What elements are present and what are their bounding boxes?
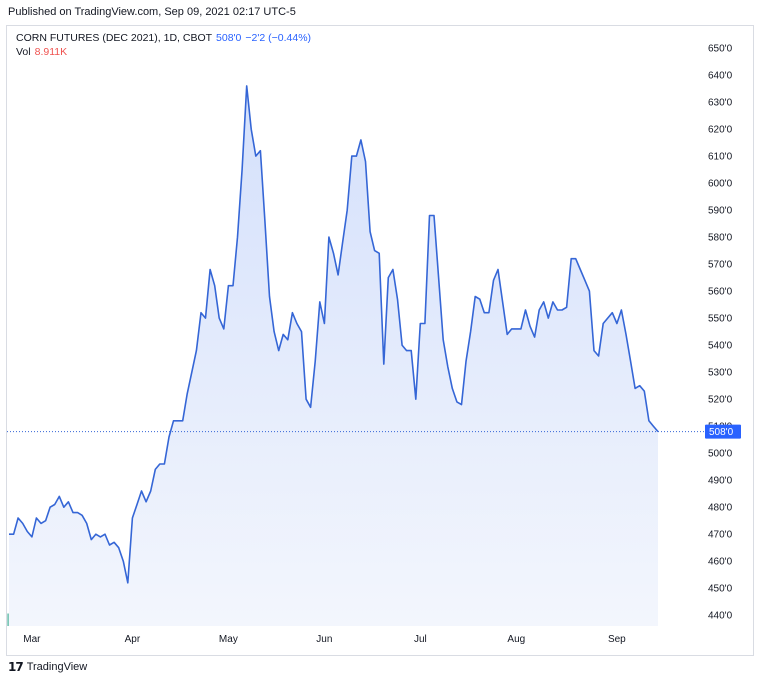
y-tick-label: 620'0 xyxy=(708,125,733,136)
y-tick-label: 480'0 xyxy=(708,503,733,514)
legend-last-price: 508'0 xyxy=(216,32,242,44)
y-tick-label: 630'0 xyxy=(708,98,733,109)
y-axis: 440'0450'0460'0470'0480'0490'0500'0510'0… xyxy=(708,44,733,622)
x-tick-label: Sep xyxy=(608,634,626,645)
y-tick-label: 570'0 xyxy=(708,260,733,271)
y-tick-label: 650'0 xyxy=(708,44,733,55)
volume-label: Vol xyxy=(16,46,31,58)
y-tick-label: 520'0 xyxy=(708,395,733,406)
footer: 𝟭𝟳 TradingView xyxy=(8,660,87,674)
y-tick-label: 500'0 xyxy=(708,449,733,460)
last-price-tag: 508'0 xyxy=(705,424,741,439)
published-line: Published on TradingView.com, Sep 09, 20… xyxy=(8,6,296,18)
x-axis: Mar Apr May Jun Jul Aug Sep xyxy=(23,634,626,645)
x-tick-label: Jul xyxy=(414,634,427,645)
price-area xyxy=(9,85,658,626)
x-tick-label: Aug xyxy=(507,634,525,645)
y-tick-label: 610'0 xyxy=(708,152,733,163)
y-tick-label: 640'0 xyxy=(708,71,733,82)
y-tick-label: 460'0 xyxy=(708,557,733,568)
legend: CORN FUTURES (DEC 2021), 1D, CBOT 508'0 −2… xyxy=(16,31,311,59)
legend-change: −2'2 (−0.44%) xyxy=(245,32,312,44)
footer-brand: TradingView xyxy=(26,661,88,673)
y-tick-label: 450'0 xyxy=(708,584,733,595)
y-tick-label: 560'0 xyxy=(708,287,733,298)
legend-symbol-row: CORN FUTURES (DEC 2021), 1D, CBOT 508'0 −2… xyxy=(16,31,311,45)
y-tick-label: 530'0 xyxy=(708,368,733,379)
last-price-label: 508'0 xyxy=(709,427,734,438)
tradingview-logo-icon[interactable]: 𝟭𝟳 xyxy=(8,660,24,674)
y-tick-label: 590'0 xyxy=(708,206,733,217)
x-tick-label: Mar xyxy=(23,634,41,645)
y-tick-label: 580'0 xyxy=(708,233,733,244)
x-tick-label: Apr xyxy=(125,634,141,645)
symbol-label: CORN FUTURES (DEC 2021), 1D, CBOT xyxy=(16,32,213,44)
price-line xyxy=(9,85,659,584)
y-tick-label: 550'0 xyxy=(708,314,733,325)
y-tick-label: 440'0 xyxy=(708,611,733,622)
chart-frame xyxy=(6,25,754,656)
y-tick-label: 490'0 xyxy=(708,476,733,487)
x-tick-label: Jun xyxy=(316,634,332,645)
y-tick-label: 540'0 xyxy=(708,341,733,352)
legend-volume-row: Vol 8.911K xyxy=(16,45,311,59)
x-tick-label: May xyxy=(219,634,238,645)
y-tick-label: 470'0 xyxy=(708,530,733,541)
volume-value: 8.911K xyxy=(34,46,68,58)
y-tick-label: 600'0 xyxy=(708,179,733,190)
